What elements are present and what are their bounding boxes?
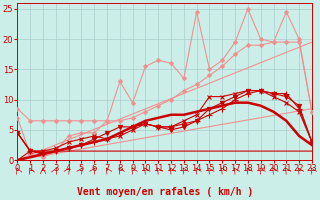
X-axis label: Vent moyen/en rafales ( km/h ): Vent moyen/en rafales ( km/h ) [76, 187, 253, 197]
